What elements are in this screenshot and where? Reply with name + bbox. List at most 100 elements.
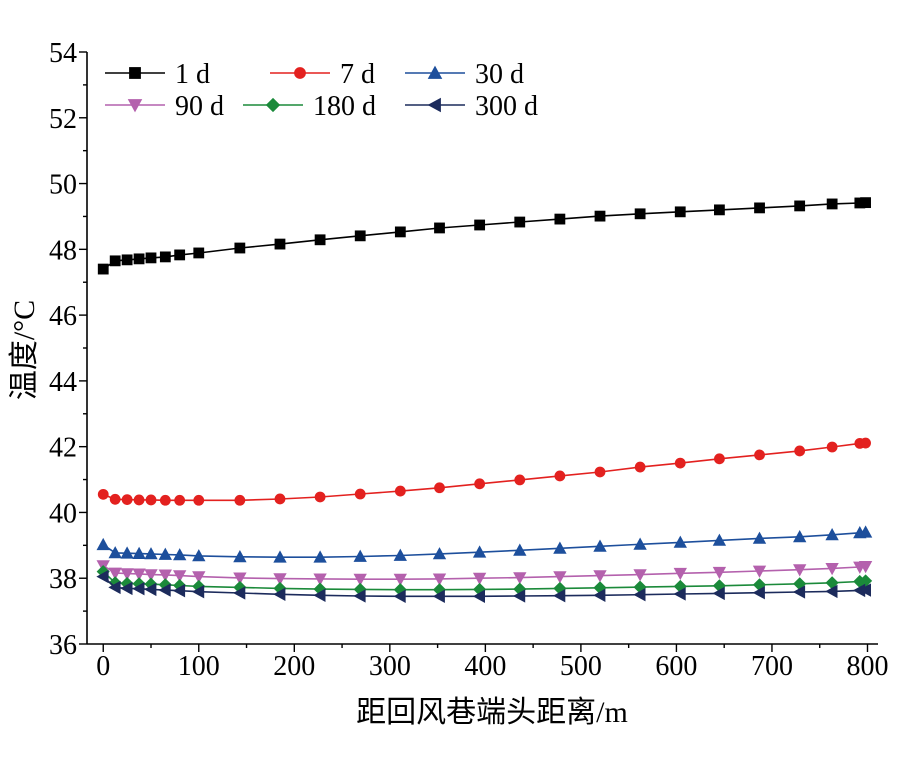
marker-1d-17: [594, 210, 606, 222]
legend-entry-7d: 7 d: [270, 59, 375, 90]
marker-1d-14: [474, 219, 486, 231]
marker-1d-1: [109, 255, 121, 267]
marker-90d-13: [432, 573, 447, 586]
series-group: [96, 197, 873, 603]
marker-1d-3: [133, 253, 145, 265]
legend: 1 d 7 d 30 d 90 d 180 d 300 d: [105, 59, 538, 122]
marker-30d-9: [273, 550, 287, 563]
marker-7d-4: [145, 494, 157, 506]
marker-30d-18: [633, 537, 647, 550]
marker-300d-18: [633, 588, 646, 602]
x-tick-label: 100: [178, 651, 220, 682]
marker-300d-5: [158, 583, 171, 597]
marker-30d-12: [393, 548, 407, 561]
marker-300d-23: [825, 584, 838, 599]
marker-90d-6: [173, 570, 187, 583]
marker-90d-17: [593, 570, 607, 583]
marker-90d-5: [158, 569, 172, 582]
series-300d: [96, 569, 871, 603]
marker-30d-13: [432, 547, 447, 560]
marker-300d-3: [132, 582, 145, 596]
marker-7d-2: [121, 494, 133, 506]
marker-90d-7: [192, 571, 206, 584]
marker-1d-19: [674, 206, 686, 218]
marker-30d-16: [553, 541, 567, 554]
marker-7d-1: [109, 493, 121, 505]
marker-30d-19: [673, 535, 687, 548]
marker-90d-1: [108, 567, 122, 580]
legend-marker-300d: [427, 97, 441, 113]
series-30d: [96, 525, 873, 563]
marker-7d-22: [794, 445, 806, 457]
marker-300d-14: [472, 589, 486, 603]
legend-entry-180d: 180 d: [243, 91, 376, 122]
marker-1d-11: [354, 230, 366, 242]
legend-entry-90d: 90 d: [105, 91, 224, 122]
marker-300d-15: [512, 589, 526, 603]
series-line-7d: [102, 442, 866, 502]
marker-7d-16: [554, 470, 566, 482]
marker-90d-25: [858, 561, 873, 574]
marker-90d-21: [752, 565, 767, 578]
marker-1d-15: [514, 216, 526, 228]
series-line-30d: [102, 531, 866, 559]
y-tick-label: 38: [49, 564, 77, 595]
x-tick-label: 700: [751, 651, 793, 682]
marker-300d-6: [172, 584, 186, 598]
ticks: 36 38 40 42 44 46 48 50 52 54 0 100 200 300 400 500 600 7…: [49, 38, 888, 682]
series-line-1d: [102, 201, 866, 270]
marker-90d-18: [633, 569, 647, 582]
marker-30d-15: [513, 543, 527, 556]
marker-7d-23: [826, 441, 838, 453]
marker-300d-11: [353, 589, 366, 603]
marker-90d-9: [273, 573, 287, 586]
marker-30d-10: [313, 550, 327, 563]
marker-7d-18: [634, 461, 646, 473]
legend-marker-1d: [129, 67, 141, 79]
legend-marker-90d: [127, 99, 143, 113]
y-tick-label: 40: [49, 498, 77, 529]
legend-label-1d: 1 d: [175, 59, 210, 90]
marker-7d-0: [97, 488, 109, 500]
marker-1d-18: [634, 208, 646, 220]
marker-1d-22: [794, 200, 806, 212]
marker-90d-14: [472, 572, 487, 586]
marker-30d-2: [120, 546, 134, 559]
marker-1d-9: [274, 238, 286, 250]
marker-90d-11: [353, 573, 367, 587]
y-tick-label: 42: [49, 433, 77, 464]
marker-7d-9: [274, 493, 286, 505]
marker-1d-13: [434, 222, 445, 234]
marker-1d-4: [145, 252, 157, 264]
marker-30d-17: [593, 539, 607, 552]
marker-300d-0: [96, 569, 109, 584]
series-7d: [97, 437, 871, 506]
marker-90d-3: [132, 568, 146, 581]
legend-marker-180d: [265, 97, 281, 113]
legend-label-7d: 7 d: [340, 59, 375, 90]
marker-300d-16: [553, 589, 566, 603]
marker-300d-17: [593, 588, 606, 602]
marker-90d-23: [825, 563, 839, 576]
marker-30d-8: [233, 549, 247, 563]
legend-entry-300d: 300 d: [405, 91, 538, 122]
marker-1d-5: [159, 251, 171, 263]
y-tick-label: 44: [49, 367, 77, 398]
marker-300d-25: [858, 583, 871, 597]
marker-1d-21: [754, 202, 765, 214]
marker-90d-2: [120, 568, 134, 581]
legend-entry-1d: 1 d: [105, 59, 210, 90]
marker-30d-5: [158, 547, 172, 560]
marker-90d-10: [313, 573, 327, 586]
marker-90d-19: [673, 567, 687, 581]
legend-marker-7d: [294, 67, 306, 79]
marker-30d-23: [825, 527, 839, 541]
legend-label-180d: 180 d: [313, 91, 376, 122]
marker-30d-25: [858, 525, 873, 538]
marker-1d-8: [234, 242, 246, 254]
x-tick-label: 800: [846, 651, 888, 682]
marker-30d-14: [472, 545, 487, 558]
series-line-90d: [102, 565, 866, 581]
marker-30d-21: [752, 531, 767, 544]
